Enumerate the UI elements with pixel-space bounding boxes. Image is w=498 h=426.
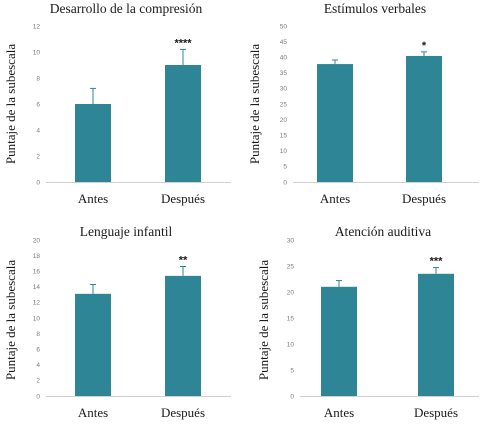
- x-category-label: Antes: [320, 191, 350, 206]
- y-axis-label: Puntaje de la subescala: [3, 260, 18, 380]
- y-tick-label: 18: [33, 253, 41, 260]
- y-tick-label: 25: [280, 101, 288, 108]
- y-tick-label: 4: [36, 127, 40, 134]
- x-category-label: Antes: [324, 405, 354, 420]
- y-tick-label: 45: [280, 39, 288, 46]
- y-tick-label: 25: [287, 263, 295, 270]
- significance-marker: **: [179, 255, 188, 267]
- x-category-label: Después: [161, 405, 205, 420]
- x-category-label: Antes: [78, 191, 108, 206]
- y-tick-label: 15: [280, 133, 288, 140]
- y-tick-label: 20: [33, 237, 41, 244]
- significance-marker: *: [422, 40, 427, 52]
- y-tick-label: 10: [280, 148, 288, 155]
- y-axis-label: Puntaje de la subescala: [247, 44, 262, 164]
- chart-panel-4: Atención auditiva Puntaje de la subescala…: [256, 224, 479, 420]
- y-tick-label: 35: [280, 70, 288, 77]
- y-tick-label: 12: [33, 300, 41, 307]
- y-tick-label: 2: [36, 153, 40, 160]
- y-tick-label: 6: [36, 101, 40, 108]
- y-tick-label: 0: [283, 179, 287, 186]
- bar-antes: [75, 104, 111, 182]
- bar-después: [418, 273, 454, 396]
- y-tick-label: 4: [36, 362, 40, 369]
- y-tick-label: 30: [280, 86, 288, 93]
- y-tick-label: 5: [283, 164, 287, 171]
- bar-antes: [75, 293, 111, 396]
- y-tick-label: 20: [280, 117, 288, 124]
- chart-title: Desarrollo de la compresión: [50, 1, 203, 16]
- y-tick-label: 16: [33, 269, 41, 276]
- y-tick-label: 10: [33, 49, 41, 56]
- significance-marker: ****: [174, 37, 192, 49]
- x-category-label: Después: [414, 405, 458, 420]
- y-tick-label: 6: [36, 347, 40, 354]
- bar-después: [406, 55, 442, 183]
- y-tick-label: 5: [290, 367, 294, 374]
- x-category-label: Después: [402, 191, 446, 206]
- y-tick-label: 50: [280, 23, 288, 30]
- y-tick-label: 8: [36, 331, 40, 338]
- y-tick-label: 0: [36, 393, 40, 400]
- y-tick-label: 12: [33, 23, 41, 30]
- chart-panel-1: Desarrollo de la compresión Puntaje de la…: [3, 1, 231, 206]
- bar-antes: [321, 286, 357, 396]
- y-tick-label: 8: [36, 75, 40, 82]
- bar-antes: [317, 64, 353, 182]
- chart-title: Atención auditiva: [335, 224, 431, 239]
- chart-title: Estímulos verbales: [324, 1, 426, 16]
- y-tick-label: 10: [287, 341, 295, 348]
- y-tick-label: 20: [287, 289, 295, 296]
- y-tick-label: 15: [287, 315, 295, 322]
- y-tick-label: 0: [36, 179, 40, 186]
- y-tick-label: 10: [33, 315, 41, 322]
- y-axis-label: Puntaje de la subescala: [3, 44, 18, 164]
- y-tick-label: 30: [287, 237, 295, 244]
- y-axis-label: Puntaje de la subescala: [256, 260, 271, 380]
- chart-panel-2: Estímulos verbales Puntaje de la subescal…: [247, 1, 479, 206]
- bar-después: [165, 275, 201, 396]
- significance-marker: ***: [430, 256, 444, 268]
- bar-después: [165, 65, 201, 182]
- x-category-label: Antes: [78, 405, 108, 420]
- y-tick-label: 2: [36, 378, 40, 385]
- y-tick-label: 40: [280, 55, 288, 62]
- y-tick-label: 0: [290, 393, 294, 400]
- x-category-label: Después: [161, 191, 205, 206]
- y-tick-label: 14: [33, 284, 41, 291]
- chart-title: Lenguaje infantil: [80, 224, 173, 239]
- chart-panel-3: Lenguaje infantil Puntaje de la subescala…: [3, 224, 231, 420]
